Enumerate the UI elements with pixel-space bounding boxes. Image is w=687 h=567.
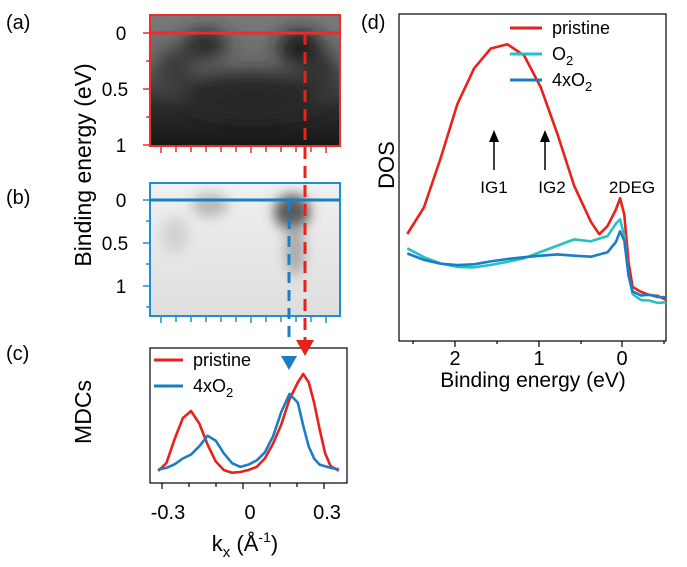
panel-c-label: (c) bbox=[6, 343, 29, 365]
legend-d-o2-base: O bbox=[552, 44, 566, 64]
legend-d-pristine-label: pristine bbox=[552, 18, 610, 38]
kx-unit-close: ) bbox=[271, 531, 278, 556]
panel-d-label: (d) bbox=[361, 12, 385, 34]
panel-d-series-4xo2 bbox=[406, 230, 667, 299]
panel-b-ytick-1: 1 bbox=[116, 277, 127, 298]
panel-d-series-pristine bbox=[406, 43, 667, 301]
panel-b-ytick-0: 0 bbox=[116, 191, 127, 212]
panel-c-xtick-03: 0.3 bbox=[313, 502, 341, 524]
panel-c-xticks bbox=[161, 483, 325, 489]
panel-b-frame bbox=[149, 182, 341, 317]
guide-red-arrowhead bbox=[296, 340, 314, 356]
ig2-arrow-head bbox=[540, 130, 550, 142]
panel-c-xtick-0: 0 bbox=[244, 502, 255, 524]
panel-b-xticks bbox=[160, 316, 327, 323]
panel-a-ytick-0: 0 bbox=[116, 24, 127, 45]
dos-ylabel: DOS bbox=[374, 141, 399, 189]
deg-label: 2DEG bbox=[609, 178, 655, 197]
panel-c-series-4xo2 bbox=[157, 392, 340, 471]
mdcs-ylabel: MDCs bbox=[70, 380, 96, 444]
legend-c-4xo2-label: 4xO2 bbox=[193, 376, 233, 400]
panel-d-xtick-2: 2 bbox=[449, 348, 460, 370]
panel-c-frame bbox=[149, 347, 348, 484]
legend-d-4xo2-label: 4xO2 bbox=[552, 70, 592, 94]
legend-d-4xo2-sub: 2 bbox=[585, 79, 592, 94]
legend-c-pristine-label: pristine bbox=[193, 350, 251, 370]
kx-sub: x bbox=[223, 544, 231, 561]
ig1-label: IG1 bbox=[480, 178, 507, 197]
panel-b-ytick-05: 0.5 bbox=[102, 234, 128, 255]
guide-blue-triangle bbox=[281, 356, 297, 370]
panel-d-xtick-1: 1 bbox=[533, 348, 544, 370]
panel-d-xlabel: Binding energy (eV) bbox=[440, 369, 626, 392]
panel-d-plot bbox=[406, 43, 667, 305]
panel-b-map bbox=[150, 183, 340, 316]
panel-d-xtick-0: 0 bbox=[616, 348, 627, 370]
binding-energy-ylabel: Binding energy (eV) bbox=[70, 63, 96, 266]
legend-d-o2-sub: 2 bbox=[566, 53, 573, 68]
panel-d-frame bbox=[398, 13, 667, 342]
kx-unit-open: (Å bbox=[230, 531, 258, 556]
panel-a-ytick-1: 1 bbox=[116, 136, 127, 157]
panel-d-series-o2 bbox=[406, 218, 667, 305]
ig1-arrow-head bbox=[489, 130, 499, 142]
kx-base: k bbox=[212, 531, 224, 556]
legend-c-4xo2-sub: 2 bbox=[226, 385, 233, 400]
panel-d-xticks bbox=[412, 341, 665, 347]
kx-unit-sup: -1 bbox=[258, 529, 271, 545]
panel-a-label: (a) bbox=[6, 12, 30, 34]
panel-c-series-pristine bbox=[157, 372, 340, 474]
ig2-label: IG2 bbox=[538, 178, 565, 197]
panel-a-ytick-05: 0.5 bbox=[102, 80, 128, 101]
legend-d-4xo2-base: 4xO bbox=[552, 70, 585, 90]
panel-a-xticks bbox=[160, 146, 327, 153]
panel-a-yticks bbox=[143, 32, 150, 146]
legend-d-o2-label: O2 bbox=[552, 44, 573, 68]
panel-b-label: (b) bbox=[6, 187, 30, 209]
panel-c-xtick-neg03: -0.3 bbox=[151, 502, 185, 524]
panel-b-yticks bbox=[143, 199, 150, 308]
panel-a-frame bbox=[149, 14, 341, 147]
panel-c-plot bbox=[157, 372, 340, 474]
panel-a-map bbox=[150, 15, 340, 146]
legend-c-4xo2-base: 4xO bbox=[193, 376, 226, 396]
kx-xlabel: kx (Å-1) bbox=[212, 529, 278, 561]
